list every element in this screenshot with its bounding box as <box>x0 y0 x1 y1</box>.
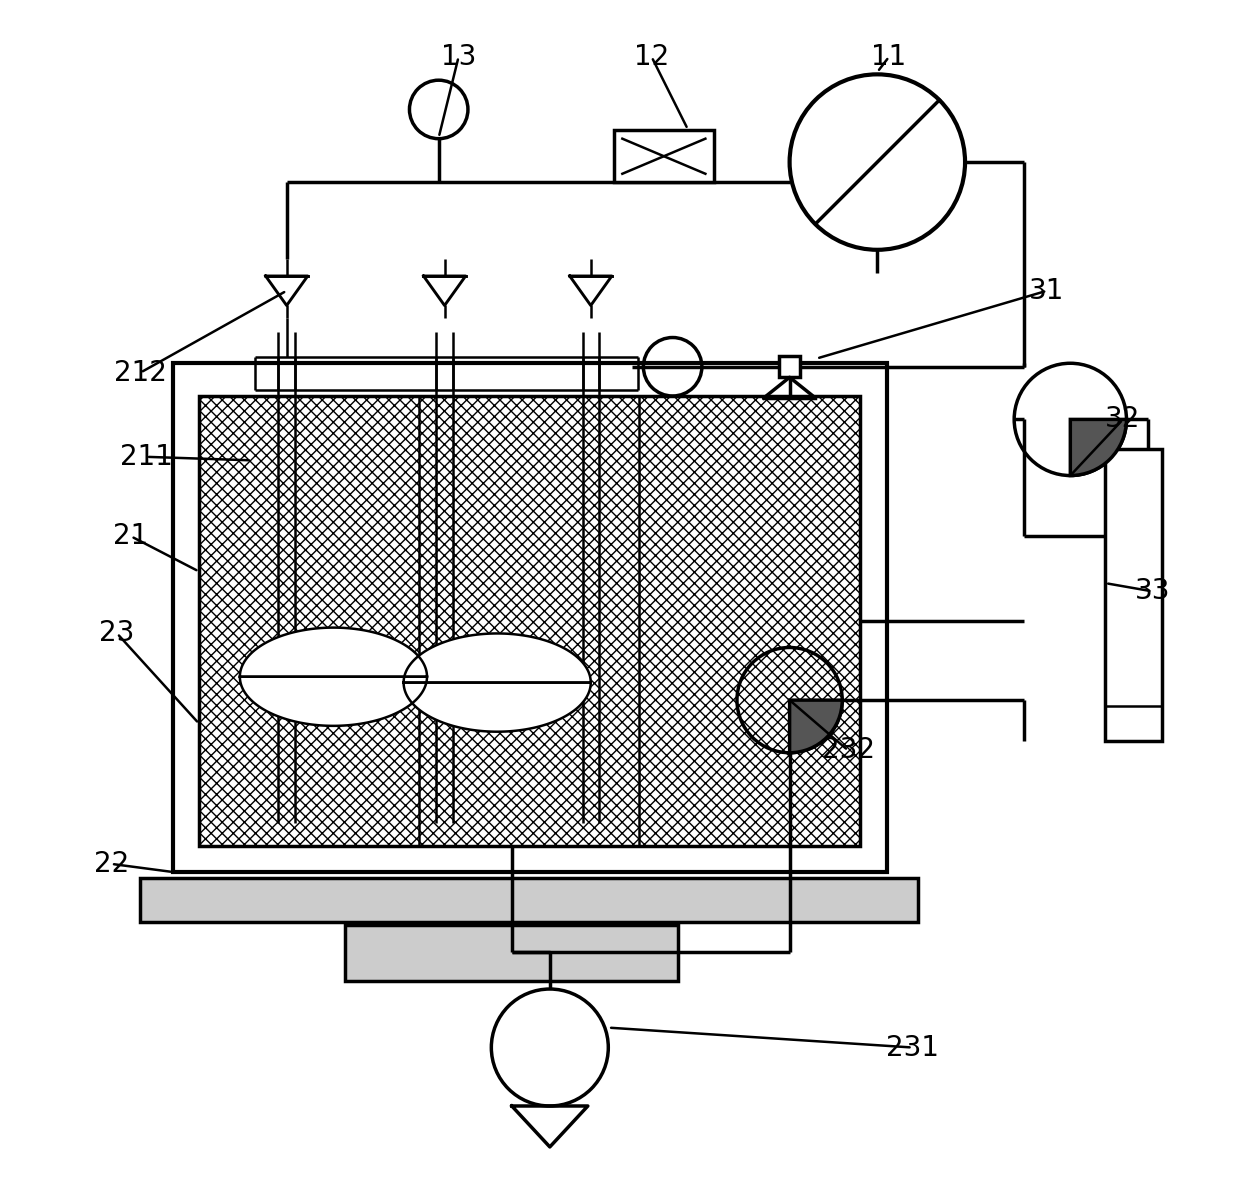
Text: 31: 31 <box>1029 277 1065 305</box>
Text: 232: 232 <box>822 736 874 765</box>
Text: 32: 32 <box>1105 405 1141 434</box>
Text: 12: 12 <box>634 42 670 71</box>
Wedge shape <box>1070 419 1126 476</box>
Bar <box>140 878 919 922</box>
Text: 13: 13 <box>441 42 476 71</box>
Text: 212: 212 <box>114 358 167 386</box>
Bar <box>614 131 713 181</box>
Bar <box>1105 449 1162 741</box>
Polygon shape <box>403 634 590 732</box>
Text: 211: 211 <box>120 443 172 471</box>
Text: 11: 11 <box>872 42 906 71</box>
Text: 21: 21 <box>113 522 149 550</box>
Bar <box>345 925 678 981</box>
Text: 231: 231 <box>885 1033 939 1061</box>
Text: 23: 23 <box>99 620 135 648</box>
Text: 33: 33 <box>1135 577 1171 605</box>
Text: 22: 22 <box>93 849 129 878</box>
Bar <box>779 356 800 377</box>
Wedge shape <box>790 700 842 753</box>
Bar <box>174 363 887 872</box>
Polygon shape <box>239 628 427 726</box>
Bar <box>198 396 859 846</box>
